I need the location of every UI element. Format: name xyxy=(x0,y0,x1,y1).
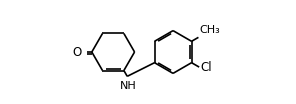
Text: Cl: Cl xyxy=(200,61,212,74)
Text: O: O xyxy=(73,46,82,58)
Text: CH₃: CH₃ xyxy=(199,25,220,35)
Text: NH: NH xyxy=(120,81,136,91)
